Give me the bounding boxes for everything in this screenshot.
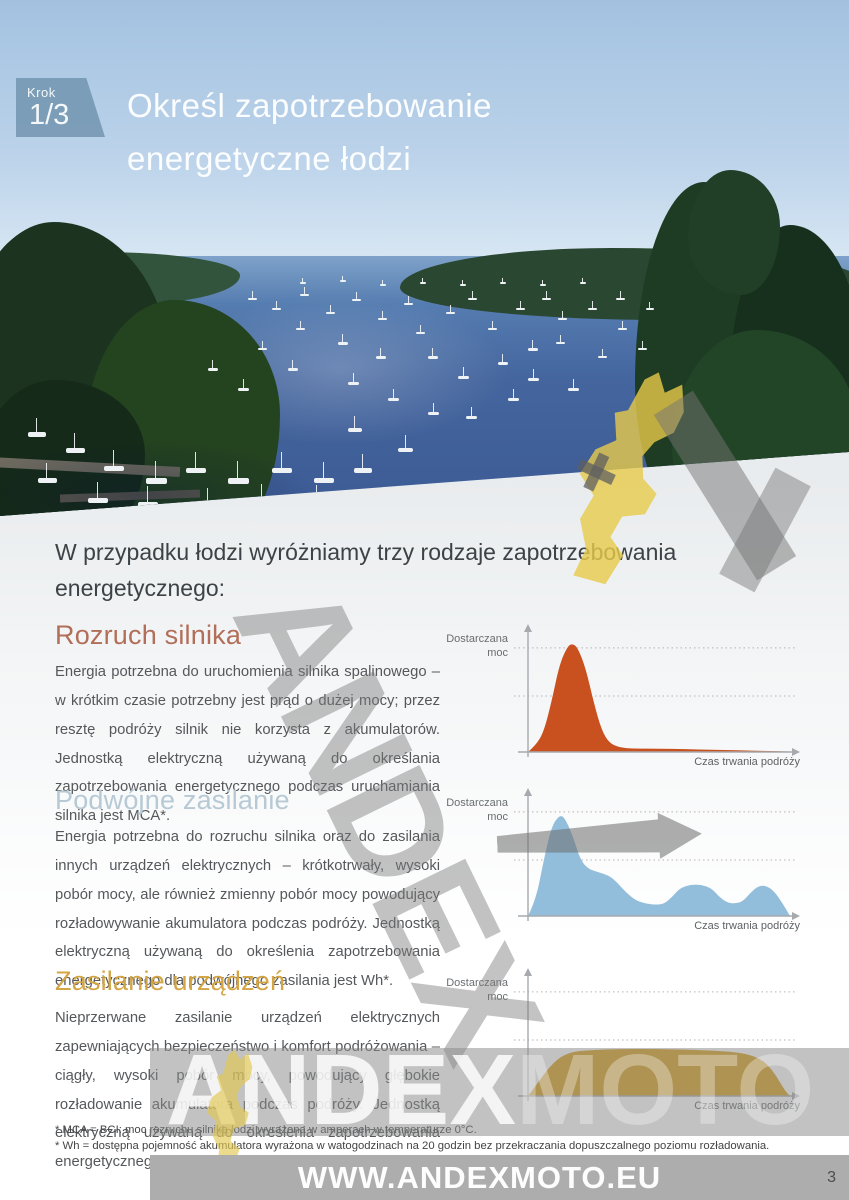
boat xyxy=(88,481,108,504)
section-body: Energia potrzebna do uruchomienia silnik… xyxy=(55,664,440,825)
boat xyxy=(416,324,425,335)
boat xyxy=(228,460,249,484)
boat xyxy=(466,407,477,419)
section-body: Energia potrzebna do rozruchu silnika or… xyxy=(55,829,440,990)
boat xyxy=(428,347,438,359)
boat xyxy=(104,449,124,472)
page-number: 3 xyxy=(827,1169,836,1186)
footnote-mca: * MCA = BCI: moc rozruchu silnika łodzi … xyxy=(55,1124,477,1136)
chart-podwojne-zasilanie: Dostarczana moc Czas trwania podróży xyxy=(442,786,808,941)
boat xyxy=(428,403,439,415)
section-heading: Podwójne zasilanie xyxy=(55,785,290,815)
boat xyxy=(508,389,519,401)
boat xyxy=(300,286,309,297)
boat xyxy=(248,290,257,301)
boat xyxy=(516,300,525,311)
boat xyxy=(376,347,386,359)
boat xyxy=(258,340,267,351)
chart-x-axis-label: Czas trwania podróży xyxy=(694,920,800,932)
section-podwojne-zasilanie: Podwójne zasilanie Energia potrzebna do … xyxy=(55,785,440,996)
boat xyxy=(542,290,551,301)
website-url: WWW.ANDEXMOTO.EU xyxy=(297,1160,662,1195)
section-heading: Zasilanie urządzeń xyxy=(55,966,286,996)
boat xyxy=(588,300,597,311)
boat xyxy=(338,333,348,345)
chart-plot-area: Czas trwania podróży xyxy=(512,622,804,777)
boat xyxy=(458,367,469,379)
boat xyxy=(398,435,414,453)
boat xyxy=(556,334,565,345)
boat xyxy=(618,320,627,331)
boat xyxy=(352,291,361,302)
chart-rozruch-silnika: Dostarczana moc Czas trwania podróży xyxy=(442,622,808,777)
footnote-wh: * Wh = dostępna pojemność akumulatora wy… xyxy=(55,1140,770,1153)
boat xyxy=(208,359,218,371)
boat xyxy=(616,290,625,301)
boat xyxy=(528,339,538,351)
boat xyxy=(186,451,206,474)
boat xyxy=(238,379,249,391)
boat xyxy=(354,453,372,473)
boat xyxy=(300,277,306,284)
boat xyxy=(558,310,567,321)
boat xyxy=(638,340,647,351)
boat xyxy=(488,320,497,331)
chart-plot-area: Czas trwania podróży xyxy=(512,966,804,1121)
boat xyxy=(388,389,399,401)
page-title: Określ zapotrzebowanie energetyczne łodz… xyxy=(127,80,492,186)
boat xyxy=(446,304,455,315)
boat xyxy=(314,461,334,484)
footnotes: * MCA = BCI: moc rozruchu silnika łodzi … xyxy=(55,1122,800,1155)
boat xyxy=(404,295,413,306)
intro-text: W przypadku łodzi wyróżniamy trzy rodzaj… xyxy=(55,539,677,602)
boat xyxy=(378,310,387,321)
boat xyxy=(498,353,508,365)
boat xyxy=(580,277,586,284)
boat xyxy=(540,279,546,286)
boat xyxy=(420,277,426,284)
chart-zasilanie-urzadzen: Dostarczana moc Czas trwania podróży xyxy=(442,966,808,1121)
chart-y-axis-label: Dostarczana moc xyxy=(446,797,508,824)
boat xyxy=(598,348,607,359)
boat xyxy=(28,417,46,437)
boat xyxy=(272,300,281,311)
page-title-line2: energetyczne łodzi xyxy=(127,139,412,177)
boat xyxy=(340,275,346,282)
step-value: 1/3 xyxy=(29,99,70,131)
chart-plot-area: Czas trwania podróży xyxy=(512,786,804,941)
boat xyxy=(138,485,158,508)
chart-y-axis-label: Dostarczana moc xyxy=(446,633,508,660)
page-title-line1: Określ zapotrzebowanie xyxy=(127,87,493,124)
boat xyxy=(38,462,57,484)
right-pine-top xyxy=(688,170,780,295)
boat xyxy=(296,320,305,331)
step-label: Krok xyxy=(27,85,56,100)
boat xyxy=(380,279,386,286)
boat xyxy=(460,279,466,286)
boat xyxy=(468,290,477,301)
chart-x-axis-label: Czas trwania podróży xyxy=(694,1100,800,1112)
section-rozruch-silnika: Rozruch silnika Energia potrzebna do uru… xyxy=(55,620,440,831)
boat xyxy=(146,460,167,484)
section-heading: Rozruch silnika xyxy=(55,620,242,650)
boat xyxy=(326,304,335,315)
chart-x-axis-label: Czas trwania podróży xyxy=(694,756,800,768)
boat xyxy=(66,432,85,454)
boat xyxy=(528,369,539,381)
footer-bar: WWW.ANDEXMOTO.EU 3 xyxy=(150,1155,849,1200)
boat xyxy=(348,416,363,432)
boat xyxy=(500,277,506,284)
boat xyxy=(288,359,298,371)
boat xyxy=(646,301,654,311)
chart-y-axis-label: Dostarczana moc xyxy=(446,977,508,1004)
boat xyxy=(272,451,292,474)
boat xyxy=(348,373,359,385)
